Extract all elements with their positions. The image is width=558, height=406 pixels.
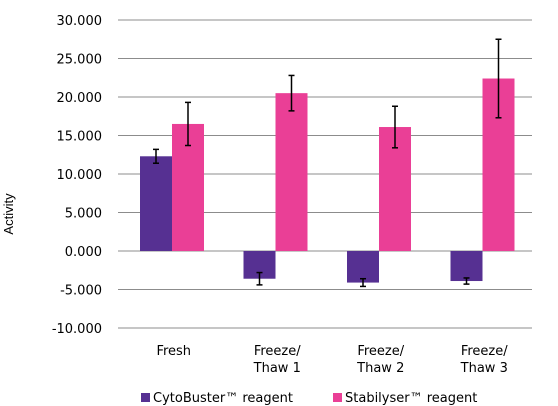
- legend-label: Stabilyser™ reagent: [345, 391, 477, 406]
- y-tick-label: 30.000: [57, 14, 103, 29]
- bar: [275, 93, 308, 252]
- y-tick-label: 25.000: [57, 53, 103, 68]
- error-bar: [185, 101, 191, 147]
- legend-swatch: [333, 393, 342, 402]
- y-tick-label: 10.000: [57, 168, 103, 183]
- y-tick-label: -10.000: [52, 322, 102, 337]
- category-label-line: Freeze/: [254, 344, 301, 359]
- category-label: Fresh: [156, 344, 191, 359]
- y-tick-label: 15.000: [57, 130, 103, 145]
- legend-item: Stabilyser™ reagent: [333, 391, 477, 406]
- error-bar: [256, 271, 263, 286]
- error-bars: [153, 38, 502, 288]
- error-bar: [463, 277, 470, 285]
- category-label: Freeze/Thaw 1: [253, 344, 302, 376]
- category-label-line: Freeze/: [357, 344, 404, 359]
- bar: [140, 156, 172, 251]
- y-axis-ticks: 30.000 25.000 20.000 15.000 10.000 5.000 0.000…: [52, 14, 102, 337]
- category-label-line: Fresh: [156, 344, 191, 359]
- error-bar: [153, 148, 159, 164]
- category-label: Freeze/Thaw 3: [460, 344, 509, 376]
- legend-item: CytoBuster™ reagent: [141, 391, 293, 406]
- y-tick-label: -5.000: [60, 284, 102, 299]
- category-label-line: Thaw 1: [253, 361, 301, 376]
- bars: [140, 78, 515, 283]
- category-label-line: Freeze/: [461, 344, 508, 359]
- bar: [450, 251, 483, 282]
- legend: CytoBuster™ reagent Stabilyser™ reagent: [141, 391, 477, 406]
- error-bar: [288, 74, 295, 112]
- error-bar: [392, 105, 398, 149]
- legend-swatch: [141, 393, 150, 402]
- error-bar: [495, 38, 502, 119]
- category-label: Freeze/Thaw 2: [356, 344, 405, 376]
- y-tick-label: 0.000: [65, 245, 102, 260]
- y-axis-label: Activity: [1, 193, 16, 235]
- legend-label: CytoBuster™ reagent: [153, 391, 293, 406]
- bar: [347, 251, 379, 283]
- y-tick-label: 5.000: [65, 207, 102, 222]
- y-tick-label: 20.000: [57, 91, 103, 106]
- category-label-line: Thaw 3: [460, 361, 508, 376]
- category-label-line: Thaw 2: [356, 361, 404, 376]
- error-bar: [360, 277, 366, 288]
